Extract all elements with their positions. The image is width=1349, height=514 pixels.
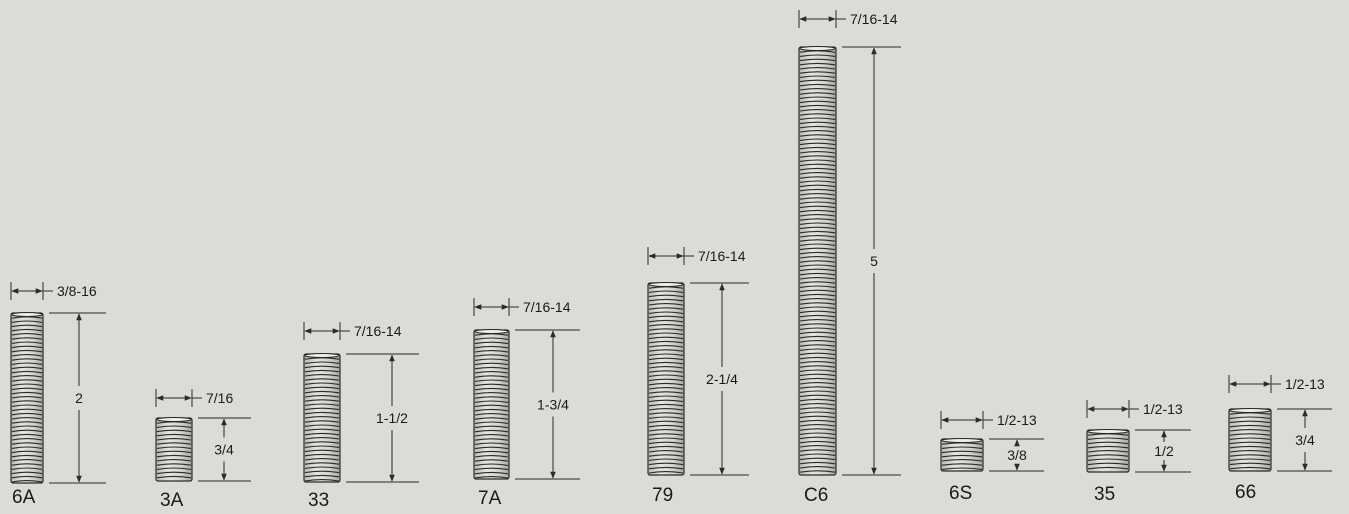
part-66: 1/2-13 3/4 66 [1228,375,1332,503]
thread-size-label: 1/2-13 [1143,401,1183,417]
threaded-nipple-3A [155,417,193,482]
length-label: 2 [75,390,83,406]
threaded-nipple-79 [647,282,685,476]
thread-dimension-C6: 7/16-14 [798,10,898,28]
thread-size-label: 7/16-14 [354,323,402,339]
thread-dimension-6S: 1/2-13 [940,411,1037,429]
threaded-nipple-7A [473,329,510,480]
part-6S: 1/2-13 3/8 6S [940,411,1044,504]
length-label: 3/8 [1007,447,1027,463]
threaded-nipple-66 [1228,408,1272,472]
part-number-label: 3A [160,490,184,511]
thread-size-label: 7/16 [206,390,233,406]
threaded-nipple-6S [940,438,984,472]
threaded-nipple-33 [303,353,341,483]
part-6A: 3/8-16 2 6A [10,282,106,508]
thread-size-label: 7/16-14 [850,11,898,27]
length-dimension-79: 2-1/4 [690,282,749,476]
length-label: 1-3/4 [537,397,569,413]
threaded-nipple-6A [10,312,44,484]
thread-size-label: 3/8-16 [57,283,97,299]
thread-dimension-66: 1/2-13 [1228,375,1325,393]
length-dimension-C6: 5 [842,46,901,476]
thread-dimension-7A: 7/16-14 [473,298,571,316]
thread-dimension-33: 7/16-14 [303,322,402,340]
length-dimension-33: 1-1/2 [346,353,419,483]
part-C6: 7/16-14 5 C6 [798,10,901,506]
length-label: 5 [870,253,878,269]
length-dimension-7A: 1-3/4 [515,329,580,480]
part-number-label: 6S [949,483,972,504]
thread-dimension-6A: 3/8-16 [10,282,97,300]
part-79: 7/16-14 2-1/4 79 [647,247,749,506]
part-number-label: C6 [804,485,828,506]
thread-dimension-79: 7/16-14 [647,247,746,265]
part-number-label: 66 [1235,482,1256,503]
threaded-nipple-C6 [798,46,837,476]
thread-size-label: 7/16-14 [698,248,746,264]
thread-size-label: 1/2-13 [1285,376,1325,392]
length-label: 1/2 [1154,443,1174,459]
length-dimension-3A: 3/4 [198,417,251,482]
part-number-label: 79 [652,485,673,506]
length-label: 3/4 [1295,432,1315,448]
length-dimension-6S: 3/8 [989,438,1044,472]
part-3A: 7/16 3/4 3A [155,389,251,511]
part-number-label: 6A [12,487,36,508]
length-dimension-6A: 2 [49,312,106,484]
length-dimension-66: 3/4 [1277,408,1332,472]
part-7A: 7/16-14 1-3/4 7A [473,298,580,509]
thread-dimension-3A: 7/16 [155,389,233,407]
length-label: 2-1/4 [706,371,738,387]
part-35: 1/2-13 1/2 35 [1086,400,1191,505]
threaded-nipple-35 [1086,429,1130,473]
part-number-label: 33 [308,490,329,511]
part-number-label: 7A [478,488,502,509]
length-dimension-35: 1/2 [1135,429,1191,473]
thread-dimension-35: 1/2-13 [1086,400,1183,418]
part-number-label: 35 [1094,484,1115,505]
length-label: 1-1/2 [376,410,408,426]
thread-size-label: 7/16-14 [523,299,571,315]
thread-size-label: 1/2-13 [997,412,1037,428]
part-33: 7/16-14 1-1/2 33 [303,322,419,511]
length-label: 3/4 [214,442,234,458]
